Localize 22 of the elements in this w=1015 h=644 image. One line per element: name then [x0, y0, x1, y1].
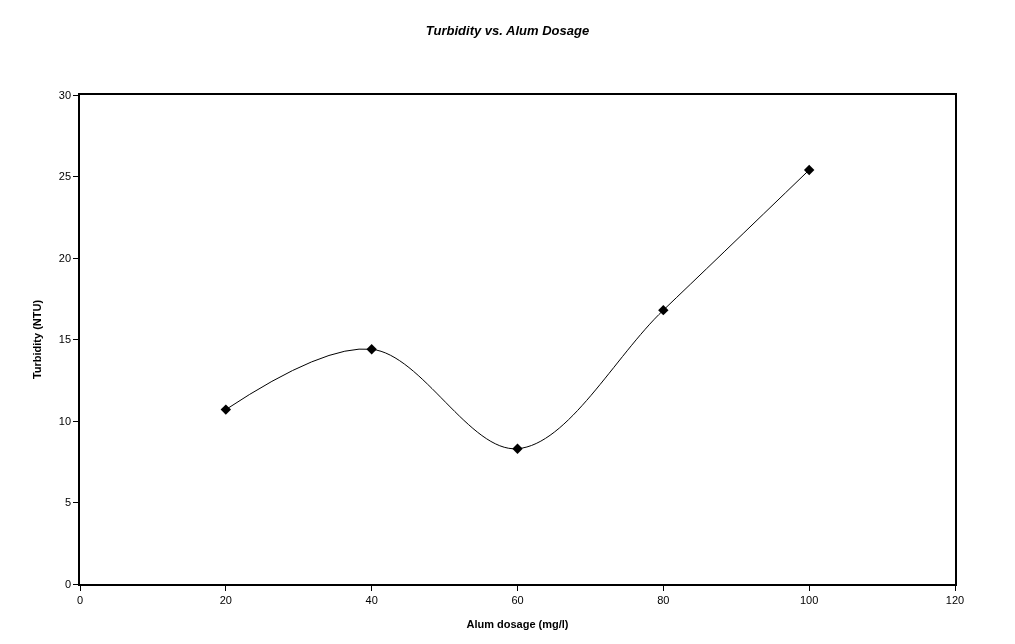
point [512, 443, 523, 454]
x-tick-label: 100 [799, 593, 819, 606]
y-tick-label: 10 [58, 414, 72, 427]
y-tick-label: 15 [58, 333, 72, 346]
x-tick-label: 80 [657, 593, 670, 606]
y-tick-label: 0 [64, 577, 72, 590]
point [803, 164, 815, 176]
x-tick-label: 120 [945, 593, 965, 606]
x-tick-label: 20 [219, 593, 232, 606]
x-tick-label: 40 [365, 593, 378, 606]
y-tick-label: 5 [64, 496, 72, 509]
y-tick-label: 25 [58, 170, 72, 183]
point [220, 404, 232, 415]
y-tick-label: 30 [58, 88, 72, 101]
x-tick-label: 60 [511, 593, 524, 606]
x-axis-title: Alum dosage (mg/l) [466, 617, 569, 630]
chart-title: Turbidity vs. Alum Dosage [425, 22, 590, 38]
point [366, 344, 377, 355]
x-tick-label: 0 [76, 593, 84, 606]
y-tick-label: 20 [58, 251, 72, 264]
point [658, 304, 669, 316]
y-axis-title: Turbidity (NTU) [30, 299, 43, 380]
